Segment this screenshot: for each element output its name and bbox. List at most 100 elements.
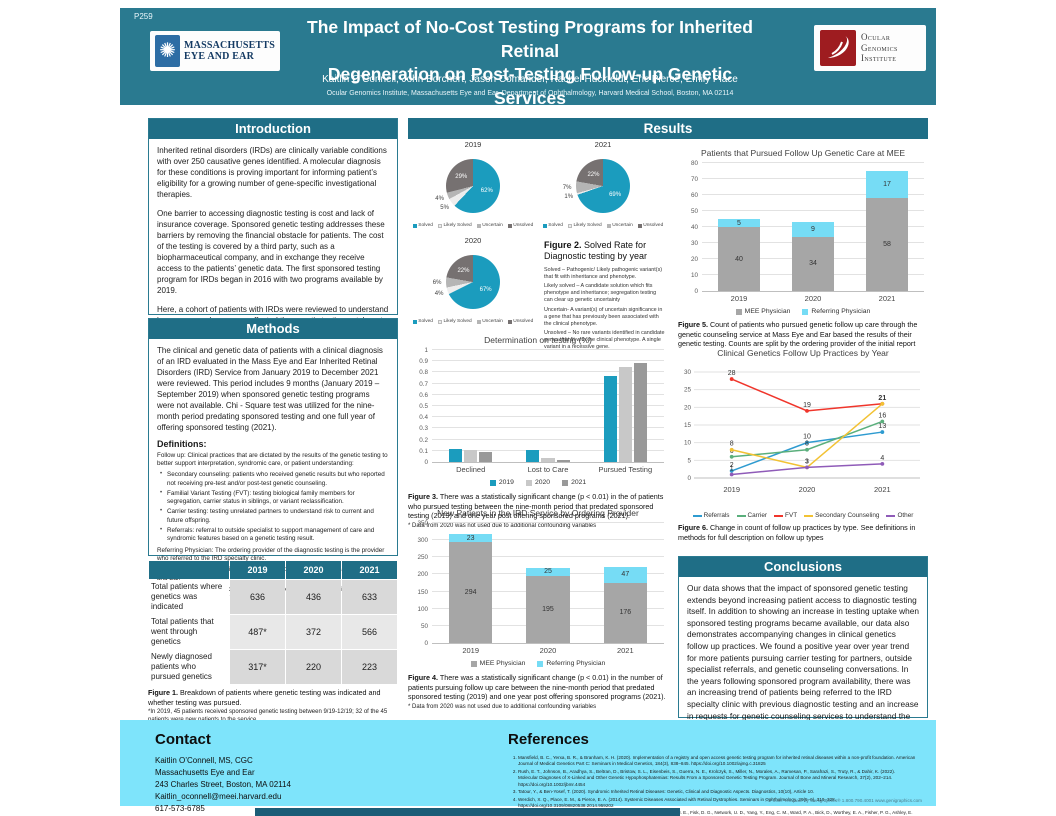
gridline (432, 556, 664, 558)
y-axis-tick-label: 30 (690, 240, 698, 247)
chart-legend: 2019 2020 2021 (408, 479, 668, 486)
y-axis-tick-label: 100 (417, 605, 428, 613)
legend-item: Referring Physician (537, 660, 605, 667)
svg-text:2019: 2019 (723, 485, 740, 494)
gridline (432, 393, 664, 395)
definition-item: Secondary counseling: patients who recei… (159, 471, 389, 488)
pie-chart-title: 2019 (464, 140, 482, 149)
table-cell: 220 (286, 650, 341, 684)
contact-section: Contact Kaitlin O’Connell, MS, CGC Massa… (155, 731, 415, 815)
pie-chart: 69% 1% 7% 22% (555, 150, 651, 222)
legend-marker (525, 479, 532, 486)
table-cell: 317* (230, 650, 285, 684)
poster-title-line2: Degeneration on Post-Testing Follow-up G… (327, 64, 733, 108)
figure3-footnote: * Data from 2020 was not used due to add… (408, 523, 597, 530)
svg-text:2: 2 (730, 462, 734, 469)
y-axis-tick-label: 50 (420, 622, 428, 630)
pie-slice-label: 1% (564, 193, 574, 200)
contact-heading: Contact (155, 731, 211, 748)
chart-plot-area: 0 0.1 0.2 0.3 0.4 0.5 0.6 0.7 0.8 0.9 1 (419, 347, 664, 466)
chart-title: Determination on testing (%) (484, 335, 592, 345)
contact-phone: 617-573-6785 (155, 804, 205, 813)
solved-rate-pie-charts: 2019 62% 5% 4% 29% Solved Likely Solved Uncerta… (408, 140, 668, 350)
pie-chart-title: 2020 (464, 236, 482, 245)
legend-marker (606, 223, 611, 228)
references-list: Mansfield, B. C., Yerxa, B. R., & Branha… (518, 755, 916, 816)
table-cell: 372 (286, 615, 341, 649)
gridline (702, 178, 924, 179)
y-axis-tick-label: 0.6 (419, 391, 428, 399)
followup-care-chart: Patients that Pursued Follow Up Genetic … (678, 148, 928, 315)
references-heading: References (508, 731, 589, 748)
svg-text:8: 8 (805, 441, 809, 448)
legend-item: Unsolved (507, 223, 534, 228)
x-axis-tick-label: Pursued Testing (598, 465, 653, 474)
new-patients-chart-block: New Patients in the IRD Service by Order… (408, 508, 668, 712)
legend-marker (412, 319, 417, 324)
legend-label: MEE Physician (744, 308, 791, 315)
svg-text:30: 30 (684, 369, 692, 376)
line-chart-canvas: 0510152025302019202020212101368162819218… (684, 369, 920, 494)
pie-slice-label: 69% (609, 191, 622, 198)
y-axis-tick-label: 1 (424, 347, 428, 354)
bar (464, 449, 478, 462)
legend-item: Likely Solved (437, 319, 472, 324)
figure4-caption: Figure 4. There was a statistically sign… (408, 673, 666, 702)
legend-item: MEE Physician (735, 308, 791, 315)
y-axis-tick-label: 350 (417, 520, 428, 527)
chart-plot: 0 50 100 150 200 250 300 350 294 23 195 25 176 47 (417, 520, 664, 647)
gridline (432, 349, 664, 350)
introduction-paragraph: One barrier to accessing diagnostic test… (157, 209, 385, 296)
chart-title: Patients that Pursued Follow Up Genetic … (700, 148, 906, 158)
legend-label: Other (897, 512, 914, 519)
conclusions-heading: Conclusions (679, 557, 927, 577)
svg-text:25: 25 (684, 387, 692, 394)
poster-footer: Contact Kaitlin O’Connell, MS, CGC Massa… (120, 720, 936, 815)
svg-text:19: 19 (803, 402, 811, 409)
svg-text:5: 5 (687, 457, 691, 464)
y-axis-tick-label: 40 (690, 224, 698, 231)
pie-slice-label: 5% (440, 205, 449, 211)
table-header-row: 2019 2020 2021 (149, 561, 397, 579)
table-cell: 633 (342, 580, 397, 614)
svg-text:20: 20 (684, 404, 692, 411)
figure6-caption: Figure 6. Change in count of follow up p… (678, 523, 916, 542)
bar-segment: 5 (718, 219, 760, 227)
new-patients-chart: New Patients in the IRD Service by Order… (408, 508, 668, 667)
pie-chart-2019: 2019 62% 5% 4% 29% Solved Likely Solved Uncerta… (408, 140, 538, 236)
legend-label: Unsolved (513, 223, 534, 228)
bar-segment: 294 (449, 542, 493, 643)
figure5-caption: Figure 5. Count of patients who pursued … (678, 320, 918, 349)
legend-item: FVT (774, 512, 797, 519)
definitions-list: Secondary counseling: patients who recei… (159, 471, 389, 543)
reference-item: Mansfield, B. C., Yerxa, B. R., & Branha… (518, 755, 916, 768)
legend-item: Unsolved (637, 223, 663, 228)
legend-marker (774, 514, 784, 517)
gridline (432, 522, 664, 523)
gridline (432, 449, 664, 451)
table-row-label: Total patients that went through genetic… (149, 615, 229, 649)
gridline (432, 405, 664, 406)
table-cell: 566 (342, 615, 397, 649)
svg-text:8: 8 (730, 441, 734, 448)
bar (633, 363, 648, 462)
legend-marker (567, 223, 572, 228)
pie-slice-label: 7% (562, 184, 572, 191)
legend-label: Referring Physician (811, 308, 871, 315)
legend-item: Solved (412, 223, 433, 228)
followup-care-chart-block: Patients that Pursued Follow Up Genetic … (678, 148, 928, 349)
legend-label: Solved (418, 223, 433, 228)
legend-item: Solved (542, 223, 563, 228)
svg-text:15: 15 (684, 422, 692, 429)
introduction-heading: Introduction (149, 119, 397, 139)
svg-text:10: 10 (684, 440, 692, 447)
definitions-intro: Follow up: Clinical practices that are d… (157, 451, 388, 467)
y-axis-tick-label: 0.8 (419, 369, 428, 377)
figure2-caption: Figure 2. Solved Rate for Diagnostic tes… (544, 240, 648, 262)
figure2-definition: Likely solved – A candidate solution whi… (544, 283, 657, 304)
gridline (432, 416, 664, 418)
y-axis-tick-label: 70 (690, 176, 698, 183)
y-axis-tick-label: 0 (424, 459, 428, 466)
legend-marker (507, 223, 512, 228)
pie-slice-label: 22% (457, 267, 470, 274)
